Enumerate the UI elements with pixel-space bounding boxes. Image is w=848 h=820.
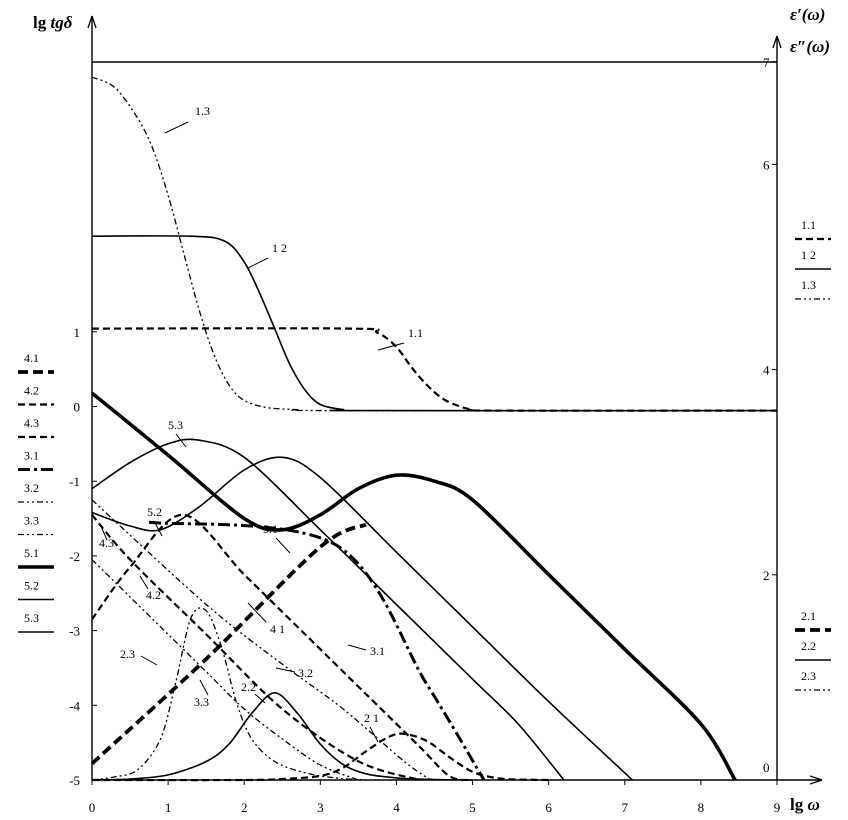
left-tick-label: -1	[69, 474, 80, 489]
x-tick-label: 2	[241, 800, 248, 815]
series-5-1-line	[90, 391, 737, 781]
annotation-label: 4.2	[146, 588, 161, 602]
legend-right-bottom-label: 2.3	[801, 669, 816, 683]
legend-left-label: 4.3	[24, 416, 39, 430]
annotation-leader	[164, 121, 189, 134]
x-tick-label: 1	[165, 800, 172, 815]
annotation-leader	[247, 602, 267, 623]
annotation-leader	[369, 726, 379, 743]
left-axis-arrow	[87, 15, 97, 29]
right-tick-label: 0	[763, 760, 770, 775]
axis-titles: lg tgδ ε′(ω) ε″(ω) lg ω	[33, 5, 830, 814]
legend-left-label: 3.3	[24, 514, 39, 528]
annotation-label: 3.1	[370, 644, 385, 658]
series-lines	[90, 76, 778, 782]
annotation-label: 1.1	[408, 326, 423, 340]
x-axis-arrow	[809, 775, 823, 785]
x-axis-title: lg ω	[790, 795, 820, 814]
x-tick-label: 6	[545, 800, 552, 815]
annotation-leader	[247, 257, 269, 269]
annotation-label: 5.2	[147, 505, 162, 519]
legend-right-bottom-label: 2.2	[801, 639, 816, 653]
legend-right-top-label: 1.3	[801, 278, 816, 292]
annotation-leader	[199, 679, 209, 696]
series-4-1-line	[90, 522, 367, 765]
annotation-leader	[377, 342, 405, 351]
annotation-label: 3.2	[298, 666, 313, 680]
right-tick-label: 7	[763, 55, 770, 70]
left-tick-label: -3	[69, 624, 80, 639]
annotation-leader	[139, 575, 149, 590]
annotation-leader	[275, 667, 296, 673]
annotation-label: 2.3	[120, 647, 135, 661]
annotations: 1.3 1 2 1.1 5.3 5.2 5.1 4.3 4.2 4 1 3.1 3.2 3.3 2.3 2…	[99, 104, 423, 743]
legend-left-label: 5.3	[24, 611, 39, 625]
annotation-label: 5.3	[168, 418, 183, 432]
series-3-3-line	[91, 559, 359, 781]
x-tick-label: 3	[317, 800, 324, 815]
annotation-label: 4.3	[99, 536, 114, 550]
x-tick-label: 4	[393, 800, 400, 815]
series-5-2-line	[91, 456, 633, 781]
legend-left-label: 5.1	[24, 546, 39, 560]
x-tick-label: 8	[698, 800, 705, 815]
legend-left-label: 4.1	[24, 351, 39, 365]
annotation-leader	[140, 655, 158, 666]
x-tick-label: 9	[774, 800, 781, 815]
annotation-leader	[275, 537, 291, 554]
annotation-leader	[99, 523, 108, 541]
legend-right-top-label: 1 2	[801, 248, 816, 262]
series-1-3-line	[91, 76, 778, 412]
series-3-2-line	[91, 499, 432, 781]
annotation-leader	[153, 520, 163, 537]
legend-left-label: 4.2	[24, 384, 39, 398]
series-1-2-line	[91, 235, 778, 412]
legend-left-label: 3.1	[24, 449, 39, 463]
annotation-label: 2.2	[241, 680, 256, 694]
right-axis-arrow	[772, 35, 782, 49]
legend-right-bottom-label: 2.1	[801, 609, 816, 623]
series-4-2-line	[91, 513, 473, 782]
series-2-2-line	[91, 692, 473, 781]
annotation-label: 5.1	[263, 522, 278, 536]
left-tick-label: -5	[69, 773, 80, 788]
annotation-label: 2 1	[364, 711, 379, 725]
annotation-label: 1.3	[195, 104, 210, 118]
annotation-leader	[347, 644, 367, 651]
right-tick-label: 4	[763, 363, 770, 378]
x-tick-label: 0	[89, 800, 96, 815]
right-axis-title-1: ε′(ω)	[790, 5, 825, 24]
left-tick-label: -4	[69, 698, 80, 713]
right-tick-label: 6	[763, 157, 770, 172]
right-tick-label: 2	[763, 568, 770, 583]
left-tick-label: 1	[74, 325, 81, 340]
left-axis-title: lg tgδ	[33, 13, 73, 32]
annotation-label: 4 1	[270, 622, 285, 636]
series-3-1-line	[148, 520, 486, 781]
legend-right-top-label: 1.1	[801, 218, 816, 232]
legend-left-label: 5.2	[24, 579, 39, 593]
annotation-leader	[254, 693, 266, 704]
legends: 4.1 4.2 4.3 3.1 3.2 3.3 5.1 5.2 5.3 1.1 1 2 1.3 2.1 2…	[18, 218, 831, 691]
annotation-label: 1 2	[272, 241, 287, 255]
annotation-label: 3.3	[194, 695, 209, 709]
series-4-3-line	[91, 514, 420, 782]
x-tick-label: 5	[469, 800, 476, 815]
series-1-1-line	[91, 327, 778, 412]
annotation-leader	[175, 433, 187, 448]
legend-left-label: 3.2	[24, 481, 39, 495]
left-tick-label: -2	[69, 549, 80, 564]
series-5-3-line	[91, 438, 565, 781]
x-tick-label: 7	[622, 800, 629, 815]
right-axis-title-2: ε″(ω)	[790, 37, 830, 56]
series-2-1-line	[91, 732, 549, 782]
left-tick-label: 0	[74, 400, 81, 415]
